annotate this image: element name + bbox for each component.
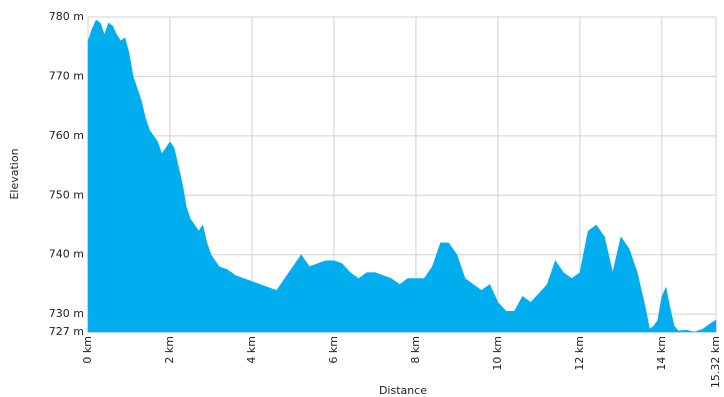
elevation-area xyxy=(87,19,717,333)
y-axis-label: Elevation xyxy=(8,148,21,199)
x-tick-label: 15.32 km xyxy=(709,336,722,388)
y-tick-label: 770 m xyxy=(49,69,84,82)
x-tick-label: 0 km xyxy=(81,336,94,364)
y-tick-label: 750 m xyxy=(49,188,84,201)
y-tick-label: 760 m xyxy=(49,129,84,142)
x-tick-label: 4 km xyxy=(245,336,258,364)
x-tick-label: 6 km xyxy=(327,336,340,364)
y-tick-label: 740 m xyxy=(49,248,84,261)
x-axis-label: Distance xyxy=(379,384,427,397)
x-tick-label: 2 km xyxy=(163,336,176,364)
y-tick-label: 780 m xyxy=(49,10,84,23)
x-tick-label: 14 km xyxy=(655,336,668,371)
x-tick-label: 10 km xyxy=(491,336,504,371)
x-tick-label: 8 km xyxy=(409,336,422,364)
x-tick-label: 12 km xyxy=(573,336,586,371)
y-tick-label: 727 m xyxy=(49,325,84,338)
y-tick-label: 730 m xyxy=(49,307,84,320)
